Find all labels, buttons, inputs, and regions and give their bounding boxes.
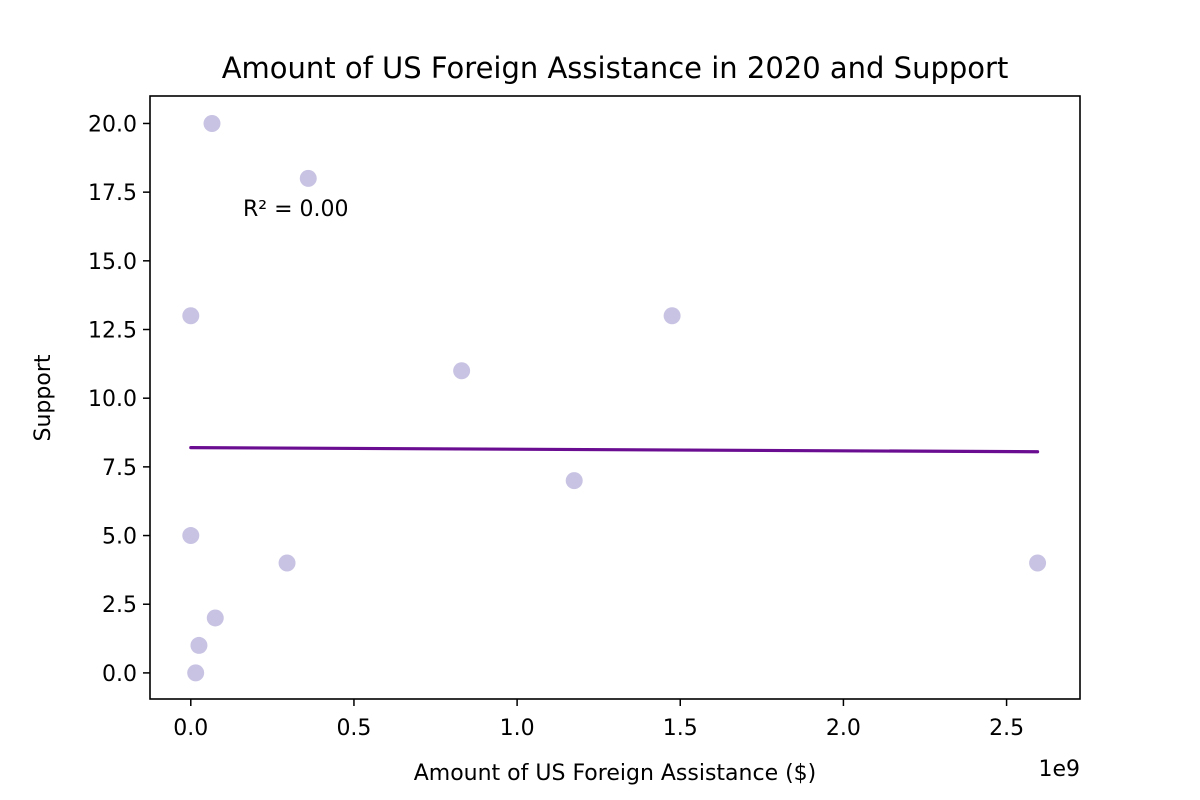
y-tick-label: 5.0: [102, 525, 137, 550]
scatter-point: [1029, 554, 1047, 572]
x-axis-offset-label: 1e9: [1038, 757, 1080, 782]
scatter-point: [663, 307, 681, 325]
y-tick-label: 17.5: [88, 181, 137, 206]
x-tick-label: 1.5: [663, 716, 698, 741]
x-tick-label: 2.0: [826, 716, 861, 741]
x-tick-label: 0.5: [336, 716, 371, 741]
scatter-point: [187, 664, 205, 682]
scatter-point: [203, 114, 221, 132]
y-axis-title: Support: [31, 354, 56, 441]
y-tick-label: 2.5: [102, 593, 137, 618]
scatter-point: [299, 169, 317, 187]
y-tick-label: 20.0: [88, 112, 137, 137]
trend-line: [189, 446, 1040, 454]
x-tick-label: 0.0: [173, 716, 208, 741]
y-tick-label: 15.0: [88, 250, 137, 275]
y-tick-label: 7.5: [102, 456, 137, 481]
r-squared-annotation: R² = 0.00: [243, 197, 349, 222]
scatter-point: [182, 307, 200, 325]
scatter-point: [182, 527, 200, 545]
scatter-point: [565, 472, 583, 490]
scatter-point: [206, 609, 224, 627]
plot-area: [182, 114, 1047, 682]
x-tick-label: 2.5: [989, 716, 1024, 741]
y-tick-label: 12.5: [88, 319, 137, 344]
y-tick-label: 10.0: [88, 387, 137, 412]
scatter-point: [190, 636, 208, 654]
x-tick-label: 1.0: [500, 716, 535, 741]
chart-title: Amount of US Foreign Assistance in 2020 …: [222, 51, 1009, 85]
y-tick-label: 0.0: [102, 662, 137, 687]
scatter-point: [278, 554, 296, 572]
x-axis-title: Amount of US Foreign Assistance ($): [414, 761, 817, 786]
scatter-point: [453, 362, 471, 380]
